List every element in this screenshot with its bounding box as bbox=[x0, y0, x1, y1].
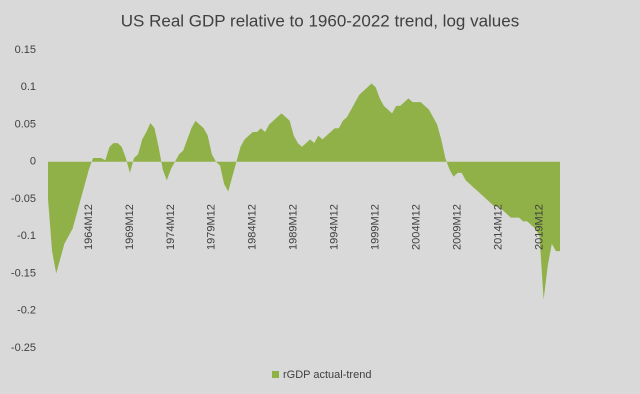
legend-swatch bbox=[272, 371, 279, 378]
area bbox=[48, 83, 560, 300]
x-tick-label: 1964M12 bbox=[83, 204, 95, 250]
y-tick-label: -0.15 bbox=[11, 267, 36, 279]
x-tick-label: 2019M12 bbox=[533, 204, 545, 250]
x-tick-label: 1969M12 bbox=[124, 204, 136, 250]
x-tick-label: 2014M12 bbox=[492, 204, 504, 250]
x-tick-label: 1989M12 bbox=[288, 204, 300, 250]
y-tick-label: -0.05 bbox=[11, 193, 36, 205]
x-tick-label: 2009M12 bbox=[452, 204, 464, 250]
x-tick-label: 1999M12 bbox=[370, 204, 382, 250]
x-tick-label: 1974M12 bbox=[165, 204, 177, 250]
y-tick-label: -0.2 bbox=[17, 305, 36, 317]
y-tick-label: -0.25 bbox=[11, 342, 36, 354]
y-tick-label: -0.1 bbox=[17, 230, 36, 242]
x-tick-label: 1979M12 bbox=[206, 204, 218, 250]
x-tick-label: 2004M12 bbox=[411, 204, 423, 250]
y-tick-label: 0.15 bbox=[15, 44, 36, 56]
y-tick-label: 0.1 bbox=[21, 81, 36, 93]
y-tick-label: 0.05 bbox=[15, 118, 36, 130]
y-tick-label: 0 bbox=[30, 156, 36, 168]
x-tick-label: 1984M12 bbox=[247, 204, 259, 250]
legend-label: rGDP actual-trend bbox=[283, 369, 371, 381]
x-tick-label: 1994M12 bbox=[329, 204, 341, 250]
chart-title: US Real GDP relative to 1960-2022 trend,… bbox=[121, 11, 519, 30]
